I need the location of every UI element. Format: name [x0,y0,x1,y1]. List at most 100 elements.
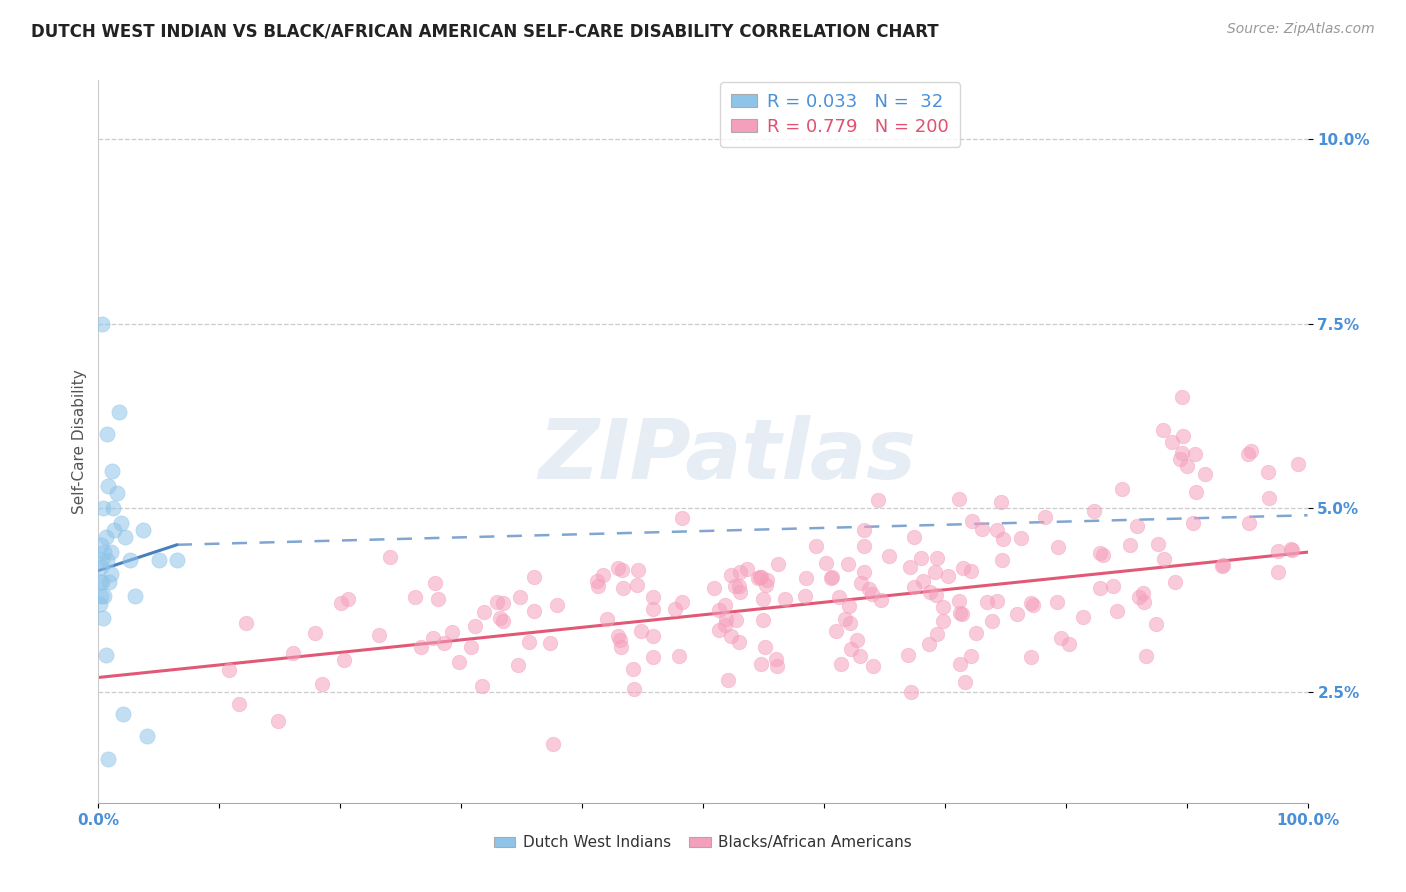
Point [853,539,876,553]
Point [627,563,650,577]
Point [976,595,998,609]
Point [720,629,742,643]
Point [897,648,920,662]
Point [464,619,486,633]
Point [643,601,665,615]
Point [1161,435,1184,450]
Point [773,592,796,607]
Point [948,491,970,506]
Y-axis label: Self-Care Disability: Self-Care Disability [72,369,87,514]
Point [830,657,852,671]
Point [737,562,759,576]
Point [709,603,731,617]
Point [1267,544,1289,558]
Point [404,590,426,604]
Point [267,714,290,728]
Point [543,737,565,751]
Point [471,679,494,693]
Point [671,510,693,524]
Point [1164,574,1187,589]
Point [938,569,960,583]
Point [1288,457,1310,471]
Point [765,651,787,665]
Point [766,557,789,571]
Point [1281,543,1303,558]
Point [849,576,872,591]
Point [522,603,544,617]
Point [932,599,955,614]
Point [668,649,690,664]
Point [1092,549,1115,563]
Point [953,674,976,689]
Point [838,616,860,631]
Point [860,587,883,601]
Point [1182,516,1205,531]
Point [727,579,749,593]
Point [671,595,693,609]
Point [100,464,122,478]
Point [1119,538,1142,552]
Point [925,550,948,565]
Point [1147,537,1170,551]
Point [920,585,942,599]
Point [1090,546,1112,560]
Point [1212,558,1234,572]
Point [98,574,121,589]
Point [720,568,742,582]
Point [630,624,652,638]
Point [903,530,925,544]
Point [610,563,633,577]
Point [447,655,470,669]
Point [378,550,401,565]
Point [990,495,1012,509]
Point [643,649,665,664]
Point [986,594,1008,608]
Point [714,612,737,626]
Point [124,590,146,604]
Point [101,500,124,515]
Point [1005,607,1028,621]
Point [103,523,125,537]
Point [1050,631,1073,645]
Point [849,649,872,664]
Point [749,657,772,671]
Point [837,557,859,571]
Point [427,592,450,607]
Point [1184,447,1206,461]
Point [643,591,665,605]
Point [1171,390,1194,404]
Point [89,597,111,611]
Point [91,552,114,566]
Point [918,637,941,651]
Point [110,516,132,530]
Point [606,629,628,643]
Point [879,549,901,563]
Point [1281,541,1303,556]
Point [94,530,117,544]
Point [606,560,628,574]
Point [304,625,326,640]
Point [960,514,983,528]
Point [585,574,607,588]
Point [368,628,391,642]
Point [834,612,856,626]
Point [755,577,778,591]
Point [411,640,433,655]
Point [91,574,114,589]
Point [1135,648,1157,663]
Point [794,571,817,585]
Point [814,556,837,570]
Point [460,640,482,655]
Point [472,606,495,620]
Point [858,582,880,597]
Point [423,575,446,590]
Point [108,405,131,419]
Point [90,590,112,604]
Point [546,598,568,612]
Point [91,317,114,331]
Point [828,590,851,604]
Point [754,640,776,655]
Point [626,578,648,592]
Point [1046,595,1069,609]
Point [821,570,844,584]
